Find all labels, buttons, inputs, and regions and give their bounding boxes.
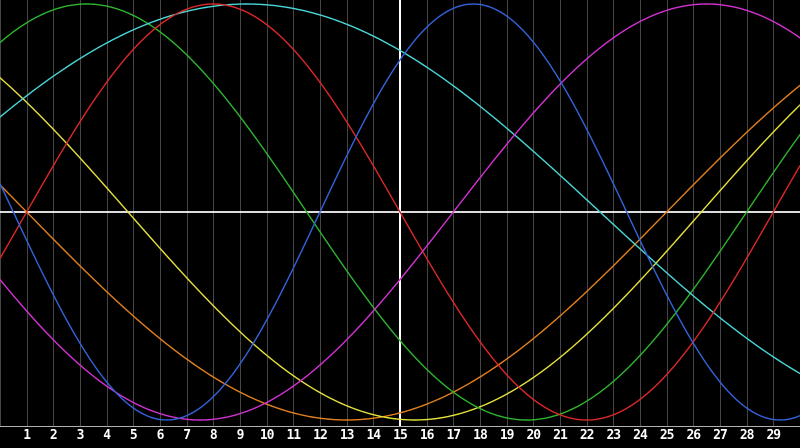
- curve-red-28-day-sine: [0, 3, 800, 421]
- x-axis-day-label: 5: [129, 428, 138, 443]
- x-axis-day-label: 13: [339, 428, 355, 443]
- x-axis-day-label: 29: [766, 428, 781, 443]
- x-axis-day-label: 22: [579, 428, 595, 443]
- curve-cyan-53-day-sine: [0, 3, 800, 375]
- x-axis-day-label: 25: [659, 428, 675, 443]
- x-axis-day-label: 11: [286, 428, 301, 443]
- x-axis-day-label: 14: [366, 428, 381, 443]
- curves: [0, 3, 800, 421]
- x-axis-day-label: 19: [499, 428, 515, 443]
- x-axis-day-label: 24: [633, 428, 648, 443]
- axis-separator-line: [0, 426, 800, 427]
- x-axis-day-label: 28: [739, 428, 755, 443]
- x-axis-day-label: 18: [473, 428, 488, 443]
- plot-area: [0, 0, 800, 427]
- x-axis-day-label: 23: [606, 428, 621, 443]
- curve-green-33-day-sine: [0, 3, 800, 421]
- x-axis-day-label: 10: [259, 428, 275, 443]
- x-axis-day-label: 2: [49, 428, 58, 443]
- x-axis-day-label: 1: [23, 428, 31, 443]
- x-axis-day-label: 27: [713, 428, 728, 443]
- curve-blue-23-day-sine: [0, 3, 800, 421]
- x-axis-day-label: 8: [209, 428, 218, 443]
- x-axis-day-label: 17: [446, 428, 461, 443]
- x-axis-labels: 1 2 3 4 5 6 7 8 9 10 11 12 13 14 15 16 17 18 19 20 21 22 23 24 2…: [0, 427, 800, 448]
- curve-yellow-43-day-sine: [0, 77, 800, 421]
- x-axis-day-label: 20: [526, 428, 541, 443]
- bottom-separator: [0, 426, 800, 427]
- curve-magenta-38-day-sine: [0, 3, 800, 421]
- x-axis-day-label: 12: [313, 428, 328, 443]
- x-axis-day-label: 21: [553, 428, 568, 443]
- x-axis-day-label: 4: [103, 428, 111, 443]
- x-axis-day-label: 9: [236, 428, 245, 443]
- x-axis-day-label: 7: [183, 428, 191, 443]
- x-axis-day-label: 16: [419, 428, 435, 443]
- x-axis-day-label: 6: [156, 428, 165, 443]
- x-axis-day-label: 15: [393, 428, 408, 443]
- x-axis-day-label: 26: [686, 428, 701, 443]
- curve-orange-48-day-sine: [0, 84, 800, 421]
- gridlines: [0, 0, 774, 426]
- x-axis-day-label: 3: [76, 428, 85, 443]
